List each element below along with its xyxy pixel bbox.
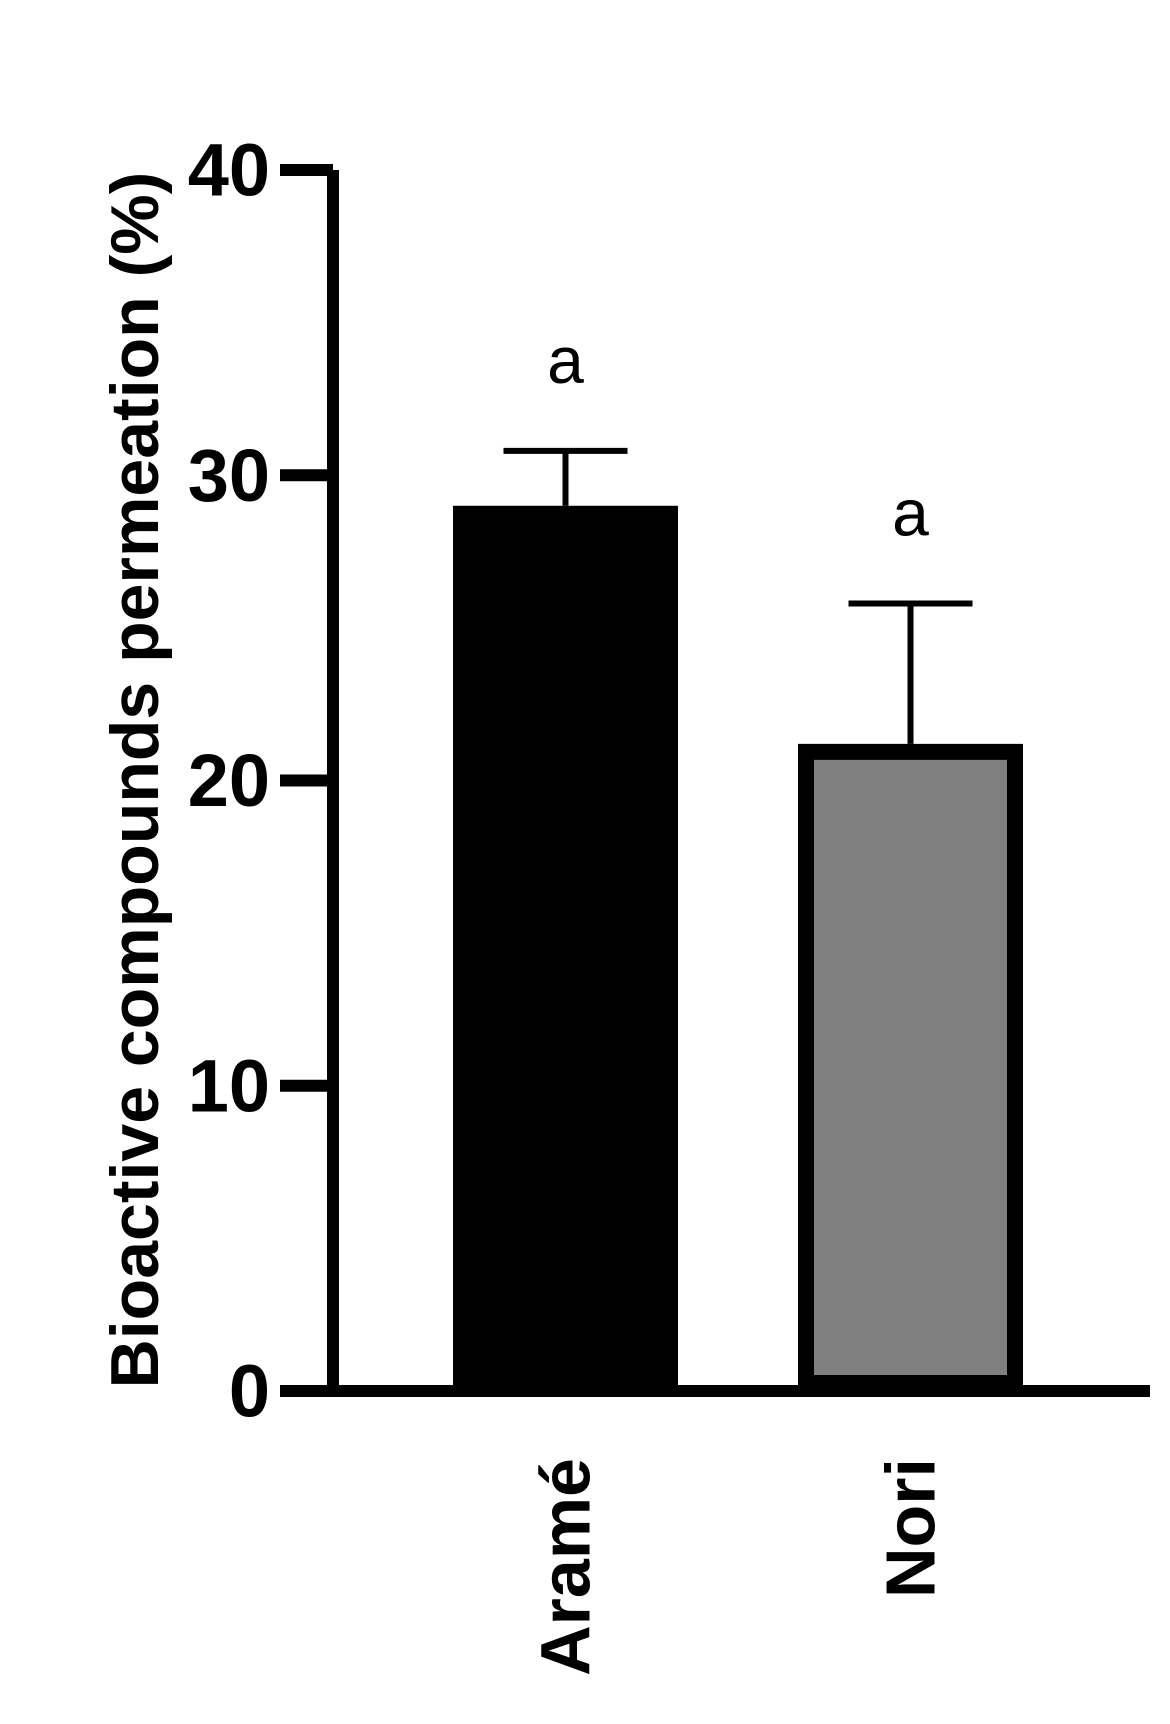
y-tick-label-20: 20 — [188, 739, 270, 822]
y-axis-label: Bioactive compounds permeation (%) — [97, 172, 173, 1389]
y-tick-label-30: 30 — [188, 434, 270, 517]
bars: aa — [453, 323, 1023, 1391]
category-label-aramé: Aramé — [527, 1458, 605, 1676]
y-tick-label-0: 0 — [229, 1350, 270, 1433]
category-label-nori: Nori — [872, 1458, 950, 1598]
bar-fill-aramé — [469, 521, 662, 1375]
significance-label-aramé: a — [547, 323, 584, 397]
significance-label-nori: a — [892, 475, 929, 549]
bar-fill-nori — [814, 759, 1007, 1375]
category-labels: Aramé Nori — [527, 1458, 950, 1676]
y-ticks: 0 10 20 30 40 — [188, 129, 333, 1433]
y-tick-label-40: 40 — [188, 129, 270, 212]
y-tick-label-10: 10 — [188, 1044, 270, 1127]
axes: 0 10 20 30 40 — [188, 129, 1150, 1433]
